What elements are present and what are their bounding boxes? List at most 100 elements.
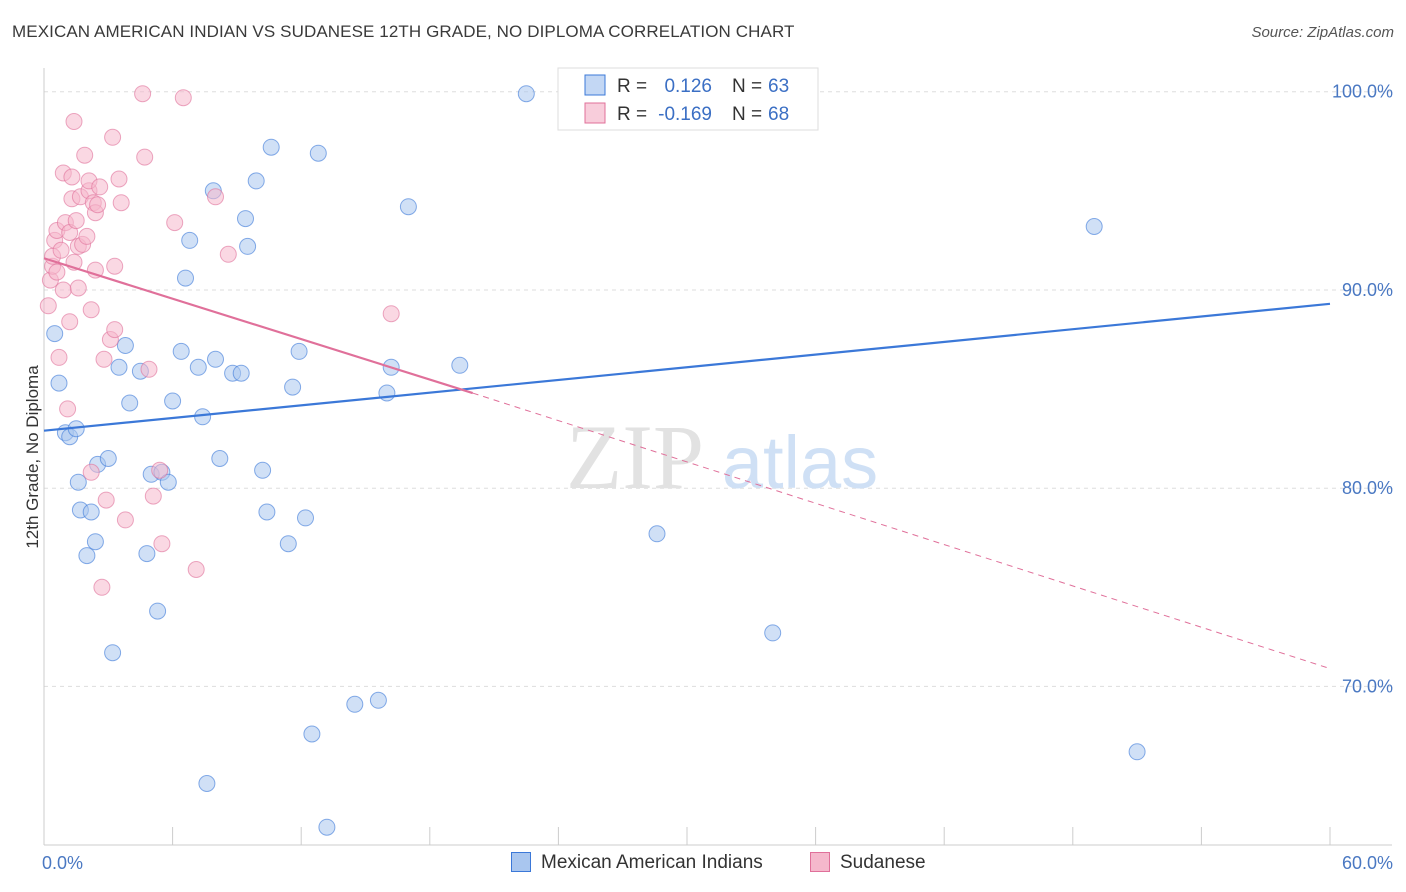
chart-source: Source: ZipAtlas.com (1251, 24, 1394, 41)
pink-point-53 (187, 561, 205, 578)
legend-r-value-1: -0.169 (658, 104, 712, 125)
pink-point-8 (52, 241, 70, 259)
trend-line-pink-extension (472, 392, 1331, 670)
pink-point-28 (82, 301, 100, 319)
pink-point-7 (50, 348, 68, 366)
watermark-atlas: atlas (722, 421, 878, 504)
blue-point-51 (399, 198, 417, 216)
legend-n-value-1: 68 (768, 104, 789, 125)
pink-point-49 (151, 461, 169, 479)
blue-point-1 (50, 374, 68, 392)
blue-point-21 (159, 473, 177, 491)
blue-point-43 (297, 509, 314, 527)
blue-point-26 (189, 358, 207, 376)
pink-point-41 (106, 321, 124, 339)
legend-swatch-pink (584, 102, 606, 124)
blue-point-40 (279, 535, 297, 553)
watermark-zip: ZIP (566, 406, 704, 508)
bottom-legend-label-blue: Mexican American Indians (541, 852, 763, 873)
pink-point-35 (93, 578, 111, 596)
series-mexican-american-indians (46, 83, 1146, 836)
x-tick-label-1: 60.0% (1342, 853, 1393, 873)
legend-r-value-0: 0.126 (664, 76, 712, 97)
pink-point-43 (112, 194, 130, 212)
blue-point-38 (258, 503, 276, 521)
y-tick-label-1: 80.0% (1342, 478, 1393, 498)
pink-point-29 (82, 463, 100, 481)
pink-point-56 (382, 305, 400, 323)
bottom-legend-swatch-blue (511, 852, 531, 872)
blue-point-47 (346, 695, 364, 713)
blue-point-35 (239, 237, 257, 255)
pink-point-40 (106, 257, 124, 275)
blue-point-56 (648, 525, 666, 543)
blue-point-7 (78, 547, 96, 565)
blue-point-53 (517, 85, 535, 103)
y-tick-labels: 70.0% 80.0% 90.0% 100.0% (1332, 82, 1393, 697)
pink-point-36 (95, 350, 113, 368)
pink-point-50 (153, 535, 171, 553)
bottom-legend-swatch-pink (810, 852, 830, 872)
blue-point-30 (207, 350, 224, 368)
pink-point-42 (110, 170, 128, 188)
pink-point-12 (59, 400, 77, 418)
axes (43, 68, 1392, 846)
blue-point-42 (290, 342, 308, 360)
bottom-legend-item-pink: Sudanese (810, 852, 926, 874)
blue-point-24 (177, 269, 194, 287)
pink-point-51 (166, 214, 184, 232)
blue-point-37 (254, 461, 272, 479)
blue-point-8 (82, 503, 100, 521)
chart-title: MEXICAN AMERICAN INDIAN VS SUDANESE 12TH… (12, 22, 795, 41)
blue-point-45 (309, 144, 327, 162)
blue-point-60 (1128, 743, 1146, 761)
legend: R = 0.126 N = 63 R = -0.169 N = 68 (557, 67, 819, 131)
blue-point-39 (262, 138, 280, 156)
blue-point-58 (764, 624, 782, 642)
blue-point-31 (211, 450, 229, 467)
pink-point-46 (136, 148, 154, 166)
legend-r-label-1: R = (617, 104, 647, 125)
blue-point-28 (198, 775, 216, 792)
gridlines (44, 91, 1392, 687)
legend-n-value-0: 63 (768, 76, 789, 97)
legend-n-label-1: N = (732, 104, 762, 125)
legend-swatch-blue (584, 74, 606, 96)
pink-point-6 (48, 263, 66, 281)
pink-point-37 (97, 491, 115, 509)
trend-line-pink (43, 257, 473, 395)
blue-point-36 (247, 172, 265, 190)
blue-point-14 (116, 337, 134, 354)
blue-point-19 (149, 602, 167, 620)
blue-point-25 (181, 231, 199, 249)
blue-point-59 (1085, 218, 1103, 235)
blue-point-13 (110, 358, 128, 376)
bottom-legend-label-pink: Sudanese (840, 852, 926, 873)
pink-point-44 (116, 511, 134, 529)
blue-point-33 (232, 364, 250, 382)
blue-point-49 (378, 384, 396, 402)
pink-point-52 (174, 89, 192, 107)
blue-point-12 (104, 644, 122, 662)
pink-point-19 (67, 212, 85, 230)
x-tick-labels: 0.0% 60.0% (42, 853, 1393, 873)
trend-lines (43, 257, 1331, 670)
trend-line-blue (43, 302, 1331, 432)
pink-point-47 (140, 360, 158, 378)
blue-point-44 (303, 725, 321, 743)
pink-point-33 (89, 196, 107, 214)
blue-point-22 (164, 392, 182, 410)
y-axis-title: 12th Grade, No Diploma (23, 365, 42, 549)
y-tick-label-3: 100.0% (1332, 82, 1393, 102)
pink-point-34 (91, 178, 109, 196)
pink-point-20 (69, 279, 87, 297)
pink-point-55 (219, 245, 237, 263)
pink-point-24 (76, 146, 94, 164)
blue-point-27 (194, 408, 212, 426)
blue-point-23 (172, 342, 190, 360)
pink-point-13 (61, 313, 79, 331)
legend-n-label-0: N = (732, 76, 762, 97)
legend-r-label-0: R = (617, 76, 647, 97)
blue-point-5 (69, 473, 87, 491)
